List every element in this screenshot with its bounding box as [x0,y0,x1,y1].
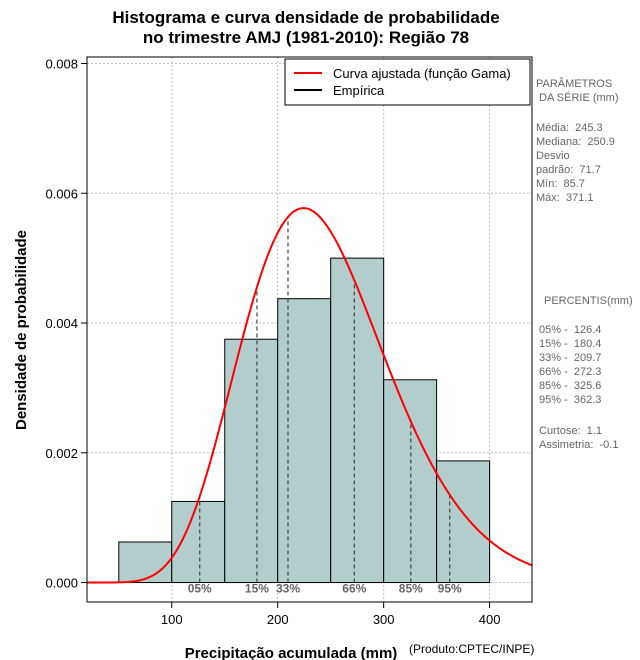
histogram-bar [436,460,491,584]
credit-label: (Produto:CPTEC/INPE) [409,642,534,656]
histogram-bar [383,379,438,584]
legend-label-empirical: Empírica [333,83,385,98]
percentis-heading: PERCENTIS(mm) [544,295,633,307]
histogram-bar [330,257,385,584]
y-axis: 0.000 0.002 0.004 0.006 0.008 [45,56,87,591]
plot-frame [86,56,533,603]
histogram-bar [171,500,226,584]
x-axis: 100 200 300 400 [161,602,501,627]
shape-values: Curtose: 1.1 Assimetria: -0.1 [539,425,619,451]
gamma-density-curve [87,207,533,584]
params-values: Média: 245.3 Mediana: 250.9 Desvio padrã… [536,122,615,204]
y-tick-label: 0.002 [45,446,78,461]
histogram-bar [224,338,279,584]
percentile-label: 85% [399,582,423,596]
histogram-bars [118,257,491,584]
percentile-label: 95% [438,582,462,596]
x-tick-label: 100 [161,612,183,627]
x-tick-label: 200 [267,612,289,627]
chart-title: Histograma e curva densidade de probabil… [0,8,612,48]
x-tick-label: 400 [479,612,501,627]
legend-label-curve: Curva ajustada (função Gama) [333,66,511,81]
x-tick-label: 300 [373,612,395,627]
percentile-label: 15% [245,582,269,596]
params-heading: PARÂMETROS DA SÉRIE (mm) [536,78,619,104]
y-tick-label: 0.004 [45,316,78,331]
chart-title-line-1: Histograma e curva densidade de probabil… [112,8,500,27]
legend: Curva ajustada (função Gama) Empírica [284,58,531,106]
percentis-values: 05% - 126.4 15% - 180.4 33% - 209.7 66% … [539,324,602,406]
y-tick-label: 0.006 [45,186,78,201]
legend-box [284,58,531,106]
y-tick-label: 0.008 [45,56,78,71]
y-tick-label: 0.000 [45,576,78,591]
percentile-label: 66% [342,582,366,596]
percentile-label: 33% [276,582,300,596]
histogram-bar [118,541,173,584]
percentile-label: 05% [188,582,212,596]
chart-title-line-2: no trimestre AMJ (1981-2010): Região 78 [142,28,470,47]
percentile-lines: 05% 15% 33% 66% 85% 95% [188,216,462,596]
histogram-bar [277,298,332,584]
x-axis-label: Precipitação acumulada (mm) [185,645,398,660]
y-axis-label: Densidade de probabilidade [13,230,30,430]
